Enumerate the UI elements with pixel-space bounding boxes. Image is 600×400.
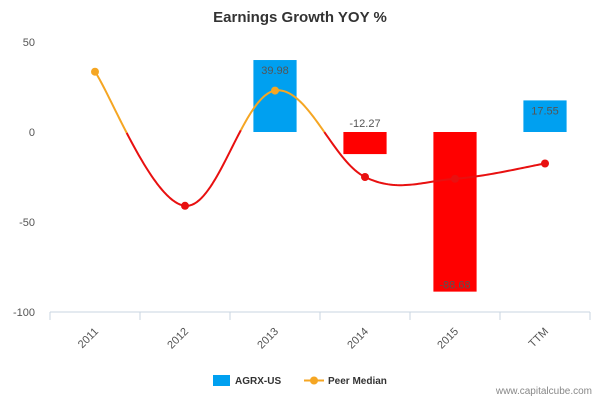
peer-median-point	[541, 159, 549, 168]
peer-median-line-segment	[239, 89, 326, 133]
bar-value-label: 17.55	[531, 105, 559, 117]
bar	[523, 100, 567, 132]
legend-label-agrx: AGRX-US	[235, 376, 281, 387]
y-tick-label: -100	[13, 307, 35, 319]
x-tick-label: 2015	[435, 326, 461, 352]
peer-median-point	[91, 67, 99, 76]
bars	[253, 60, 567, 292]
bar-value-label: 39.98	[261, 65, 289, 77]
watermark: www.capitalcube.com	[495, 386, 592, 397]
legend-swatch-agrx	[213, 375, 230, 386]
legend-label-peer-median: Peer Median	[328, 376, 387, 387]
chart-title: Earnings Growth YOY %	[213, 9, 387, 26]
x-tick-label: 2013	[255, 326, 281, 352]
legend: AGRX-US Peer Median	[213, 375, 387, 387]
peer-median-point	[181, 201, 189, 210]
bar	[343, 132, 387, 155]
peer-median-line-segment	[323, 131, 546, 187]
bar	[253, 60, 297, 133]
y-tick-label: -50	[19, 217, 35, 229]
peer-median-point	[451, 174, 459, 183]
y-tick-label: 50	[23, 37, 35, 49]
data-labels: 39.98 -12.27 -88.68 17.55	[261, 65, 559, 292]
legend-marker-peer-median	[310, 376, 318, 385]
peer-median-line-segment	[94, 71, 128, 134]
x-tick-label: 2014	[345, 326, 371, 352]
x-tick-label: TTM	[527, 326, 551, 350]
axes: 2011 2012 2013 2014 2015 TTM 50 0 -50 -100	[13, 37, 591, 352]
peer-median-line	[91, 67, 549, 210]
bar-value-label: -12.27	[349, 118, 380, 130]
x-tick-label: 2012	[165, 326, 191, 352]
y-tick-label: 0	[29, 127, 35, 139]
peer-median-point	[361, 173, 369, 181]
peer-median-point	[271, 86, 279, 95]
bar-value-label: -88.68	[439, 280, 470, 292]
peer-median-line-segment	[125, 129, 242, 207]
bar	[433, 132, 477, 292]
x-tick-label: 2011	[76, 326, 101, 351]
